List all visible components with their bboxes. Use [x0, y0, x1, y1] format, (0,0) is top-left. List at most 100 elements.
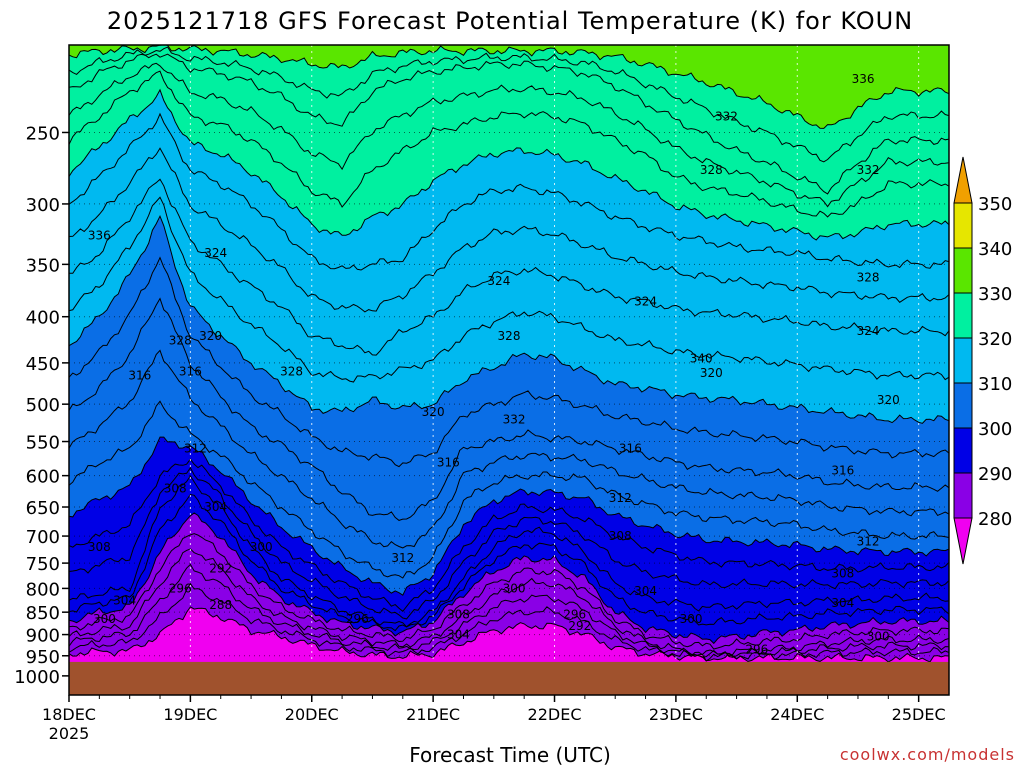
contour-label: 312: [391, 551, 414, 565]
contour-label: 308: [831, 566, 854, 580]
colorbar-swatch-280: [953, 472, 973, 519]
isentrope-304: [69, 475, 949, 628]
contour-label: 300: [503, 581, 526, 595]
colorbar-high-arrow: [953, 156, 973, 204]
isentrope-298: [69, 533, 949, 650]
colorbar-swatch-300: [953, 382, 973, 429]
isentrope-322: [69, 196, 949, 383]
band-above-340: [69, 45, 949, 129]
x-tick-label: 18DEC: [42, 705, 96, 724]
isentrope-326: [69, 147, 949, 313]
contour-label: 312: [609, 491, 632, 505]
x-tick-label: 24DEC: [770, 705, 824, 724]
contour-label: 300: [680, 612, 703, 626]
colorbar-label: 290: [978, 464, 1012, 485]
contour-label: 324: [857, 324, 880, 338]
contour-label: 308: [88, 540, 111, 554]
band-310-320: [69, 216, 949, 596]
contour-label: 304: [831, 596, 854, 610]
contour-label: 320: [877, 393, 900, 407]
contour-label: 300: [93, 612, 116, 626]
isentrope-318: [69, 256, 949, 468]
contour-label: 296: [563, 607, 586, 621]
contour-label: 316: [437, 455, 460, 469]
contour-label: 308: [609, 529, 632, 543]
x-tick-label: 23DEC: [649, 705, 703, 724]
contour-label: 320: [199, 329, 222, 343]
contour-label: 316: [619, 442, 642, 456]
contour-label: 304: [447, 628, 470, 642]
colorbar-swatch-320: [953, 292, 973, 339]
colorbar-swatch-290: [953, 427, 973, 474]
isentrope-302: [69, 493, 949, 632]
isentrope-328: [69, 112, 949, 271]
ground-surface: [69, 661, 949, 695]
y-tick-label: 450: [26, 354, 60, 375]
y-tick-label: 900: [26, 626, 60, 647]
isentrope-lines: [69, 45, 949, 663]
colorbar-label: 330: [978, 284, 1012, 305]
colorbar-swatch-310: [953, 337, 973, 384]
y-tick-label: 800: [26, 579, 60, 600]
contour-label: 312: [857, 535, 880, 549]
colorbar-label: 280: [978, 509, 1012, 530]
contour-label: 304: [204, 500, 227, 514]
y-tick-label: 350: [26, 255, 60, 276]
y-tick-label: 650: [26, 498, 60, 519]
y-tick-label: 850: [26, 603, 60, 624]
band-320-330: [69, 89, 949, 424]
isentrope-336: [69, 53, 949, 195]
colorbar-swatch-330: [953, 247, 973, 294]
y-tick-label: 300: [26, 195, 60, 216]
contour-label: 300: [250, 540, 273, 554]
theta-filled-bands: [69, 45, 949, 695]
isentrope-330: [69, 88, 949, 241]
y-tick-label: 400: [26, 308, 60, 329]
contour-label: 340: [690, 351, 713, 365]
contour-label: 324: [487, 274, 510, 288]
isentrope-316: [69, 297, 949, 521]
contour-label: 316: [831, 463, 854, 477]
x-tick-label: 20DEC: [285, 705, 339, 724]
contour-label: 292: [568, 619, 591, 633]
contour-label: 316: [128, 369, 151, 383]
ground-fill: [69, 661, 949, 695]
band-300-310: [69, 437, 949, 644]
y-tick-label: 950: [26, 647, 60, 668]
contour-label: 300: [867, 630, 890, 644]
isentrope-296: [69, 548, 949, 657]
contour-label: 332: [715, 109, 738, 123]
colorbar-label: 350: [978, 194, 1012, 215]
contour-label: 336: [88, 228, 111, 242]
colorbar-swatch-340: [953, 202, 973, 249]
y-tick-label: 600: [26, 467, 60, 488]
colorbar-low-arrow: [953, 517, 973, 565]
contour-label: 328: [169, 333, 192, 347]
contour-label: 308: [447, 607, 470, 621]
isentrope-312: [69, 400, 949, 579]
isentrope-314: [69, 349, 949, 549]
isentrope-300: [69, 512, 949, 645]
contour-label: 296: [169, 581, 192, 595]
contour-label: 328: [280, 364, 303, 378]
isentrope-310: [69, 436, 949, 596]
isentrope-294: [69, 563, 949, 658]
contour-label: 328: [857, 271, 880, 285]
isentrope-308: [69, 458, 949, 613]
contour-label: 308: [164, 481, 187, 495]
contour-label: 312: [184, 442, 207, 456]
isentrope-292: [69, 582, 949, 662]
isentrope-340: [69, 45, 949, 129]
y-tick-label: 550: [26, 433, 60, 454]
contour-label: 304: [113, 593, 136, 607]
y-tick-label: 700: [26, 527, 60, 548]
x-tick-label: 21DEC: [406, 705, 460, 724]
x-tick-label: 19DEC: [163, 705, 217, 724]
contour-label: 296: [346, 612, 369, 626]
x-tick-label: 25DEC: [892, 705, 946, 724]
isentrope-306: [69, 466, 949, 620]
band-330-340: [69, 45, 949, 240]
chart-title: 2025121718 GFS Forecast Potential Temper…: [107, 7, 913, 35]
